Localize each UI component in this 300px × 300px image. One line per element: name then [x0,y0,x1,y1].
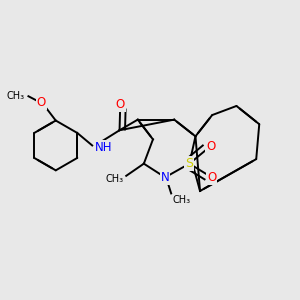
Text: O: O [116,98,125,111]
Text: NH: NH [94,141,112,154]
Text: S: S [185,157,194,170]
Text: CH₃: CH₃ [105,174,123,184]
Text: O: O [37,96,46,109]
Text: CH₃: CH₃ [7,91,25,101]
Text: O: O [207,171,217,184]
Text: CH₃: CH₃ [173,195,191,205]
Text: O: O [206,140,215,153]
Text: N: N [161,171,170,184]
